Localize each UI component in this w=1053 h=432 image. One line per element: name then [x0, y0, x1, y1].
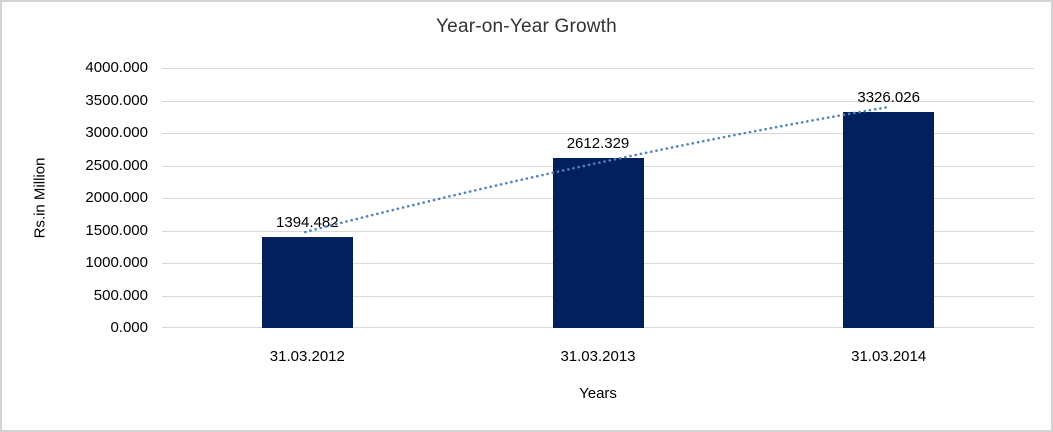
bar-value-label: 1394.482: [276, 214, 339, 232]
y-tick-label: 2000.000: [85, 189, 148, 206]
trendline: [304, 105, 890, 234]
y-tick-label: 500.000: [93, 286, 148, 304]
gridline-3000: [162, 133, 1034, 134]
y-tick-label: 3000.000: [85, 124, 148, 141]
gridline-4000: [162, 68, 1034, 69]
bar-31.03.2013: [552, 158, 644, 328]
bar-value-label: 3326.026: [857, 88, 920, 106]
y-tick-label: 4000.000: [85, 59, 148, 76]
plot-area: 1394.482 2612.329 3326.026: [162, 68, 1034, 328]
y-tick-label: 3500.000: [85, 91, 148, 109]
bar-value-label: 2612.329: [566, 135, 630, 153]
y-tick-label: 1500.000: [85, 221, 148, 239]
x-category-label: 31.03.2014: [851, 348, 927, 365]
y-tick-label: 1000.000: [85, 254, 148, 271]
bar-31.03.2014: [843, 111, 935, 328]
bar-31.03.2012: [261, 237, 353, 328]
x-category-label: 31.03.2012: [269, 348, 345, 365]
x-axis-title: Years: [579, 385, 617, 402]
x-category-label: 31.03.2013: [560, 348, 636, 365]
y-tick-label: 2500.000: [85, 156, 148, 174]
trendline-path: [304, 105, 890, 234]
gridline-3500: [162, 100, 1034, 102]
chart-title: Year-on-Year Growth: [436, 16, 617, 37]
y-tick-label: 0.000: [110, 319, 148, 336]
